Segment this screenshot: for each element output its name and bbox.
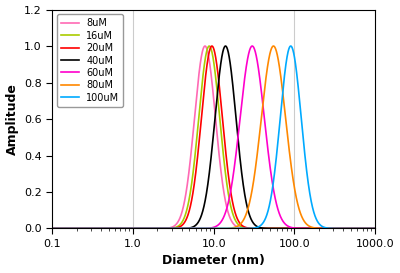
Line: 20uM: 20uM <box>52 46 375 229</box>
16uM <box>50 227 55 230</box>
100uM <box>366 227 371 230</box>
8uM <box>188 161 192 164</box>
40uM <box>174 227 178 230</box>
40uM <box>332 227 336 230</box>
80uM <box>174 227 178 230</box>
60uM <box>87 227 92 230</box>
16uM <box>106 227 111 230</box>
40uM <box>87 227 92 230</box>
60uM <box>366 227 371 230</box>
20uM <box>188 206 192 209</box>
100uM <box>332 227 336 230</box>
40uM <box>188 226 192 230</box>
8uM <box>366 227 371 230</box>
8uM <box>373 227 378 230</box>
40uM <box>366 227 371 230</box>
16uM <box>373 227 378 230</box>
Line: 16uM: 16uM <box>52 46 375 229</box>
80uM <box>106 227 111 230</box>
8uM <box>174 223 178 226</box>
60uM <box>50 227 55 230</box>
20uM <box>373 227 378 230</box>
8uM <box>50 227 55 230</box>
60uM <box>106 227 111 230</box>
20uM <box>106 227 111 230</box>
80uM <box>332 227 336 230</box>
Line: 100uM: 100uM <box>52 46 375 229</box>
40uM <box>106 227 111 230</box>
8uM <box>203 44 208 48</box>
8uM <box>87 227 92 230</box>
40uM <box>223 44 228 48</box>
60uM <box>332 227 336 230</box>
40uM <box>50 227 55 230</box>
Line: 40uM: 40uM <box>52 46 375 229</box>
60uM <box>250 44 254 48</box>
Line: 60uM: 60uM <box>52 46 375 229</box>
100uM <box>50 227 55 230</box>
80uM <box>87 227 92 230</box>
100uM <box>373 227 378 230</box>
60uM <box>373 227 378 230</box>
20uM <box>366 227 371 230</box>
20uM <box>210 44 214 48</box>
80uM <box>373 227 378 230</box>
16uM <box>332 227 336 230</box>
20uM <box>87 227 92 230</box>
16uM <box>207 44 212 48</box>
80uM <box>271 44 276 48</box>
8uM <box>332 227 336 230</box>
16uM <box>87 227 92 230</box>
80uM <box>366 227 371 230</box>
16uM <box>174 225 178 229</box>
100uM <box>174 227 178 230</box>
Line: 8uM: 8uM <box>52 46 375 229</box>
Legend: 8uM, 16uM, 20uM, 40uM, 60uM, 80uM, 100uM: 8uM, 16uM, 20uM, 40uM, 60uM, 80uM, 100uM <box>57 14 123 107</box>
8uM <box>106 227 111 230</box>
100uM <box>288 44 293 48</box>
100uM <box>106 227 111 230</box>
X-axis label: Diameter (nm): Diameter (nm) <box>162 254 265 268</box>
80uM <box>188 227 192 230</box>
20uM <box>50 227 55 230</box>
100uM <box>87 227 92 230</box>
40uM <box>373 227 378 230</box>
16uM <box>188 192 192 196</box>
Line: 80uM: 80uM <box>52 46 375 229</box>
16uM <box>366 227 371 230</box>
100uM <box>188 227 192 230</box>
20uM <box>174 226 178 230</box>
60uM <box>174 227 178 230</box>
20uM <box>332 227 336 230</box>
80uM <box>50 227 55 230</box>
60uM <box>188 227 192 230</box>
Y-axis label: Amplitude: Amplitude <box>6 83 18 155</box>
